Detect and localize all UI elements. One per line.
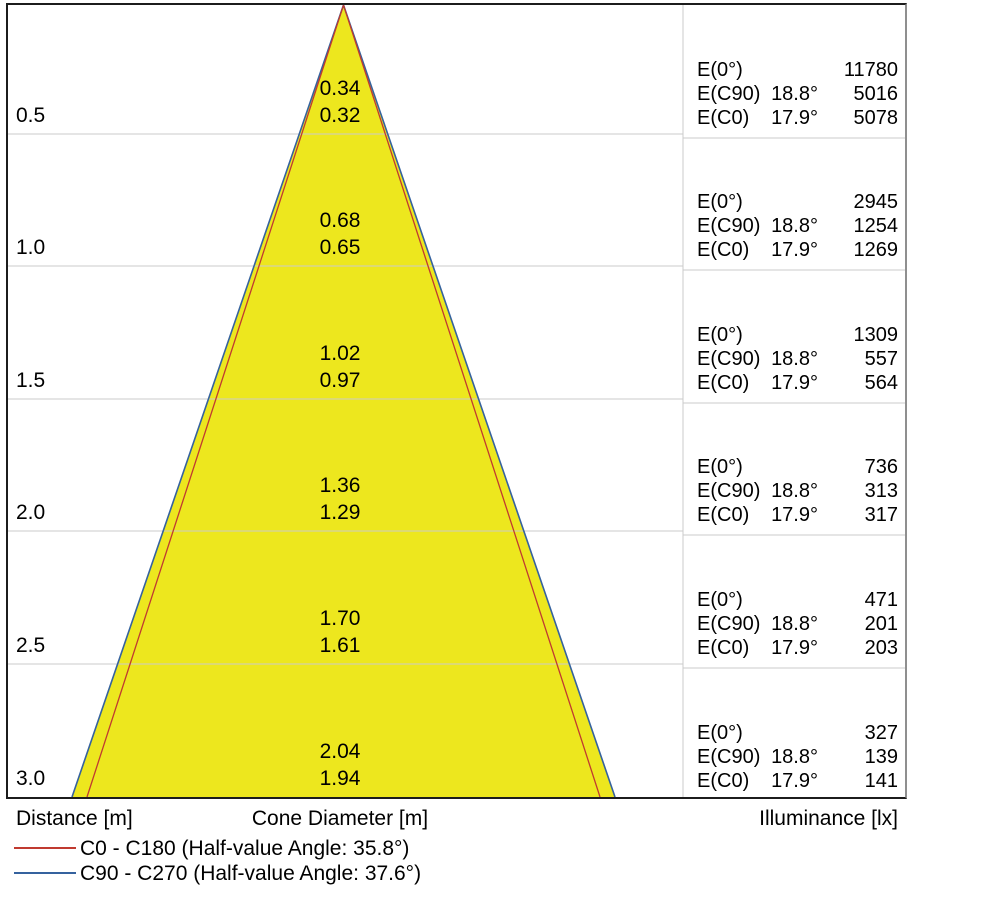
cone-chart-svg [8, 5, 905, 797]
c90-c270-outline [71, 5, 616, 797]
grid-lines [8, 5, 905, 797]
c0-c180-outline [86, 5, 601, 797]
cone-diameter-axis-label: Cone Diameter [m] [251, 807, 429, 830]
c0-legend-line-icon [14, 847, 76, 849]
illuminance-axis-label: Illuminance [lx] [759, 807, 898, 830]
c0-legend-label: C0 - C180 (Half-value Angle: 35.8°) [80, 837, 410, 860]
cone-fill [72, 5, 615, 797]
diagram-frame [6, 3, 907, 799]
c90-legend-line-icon [14, 872, 76, 874]
distance-axis-label: Distance [m] [16, 807, 133, 830]
c90-legend-label: C90 - C270 (Half-value Angle: 37.6°) [80, 862, 422, 885]
